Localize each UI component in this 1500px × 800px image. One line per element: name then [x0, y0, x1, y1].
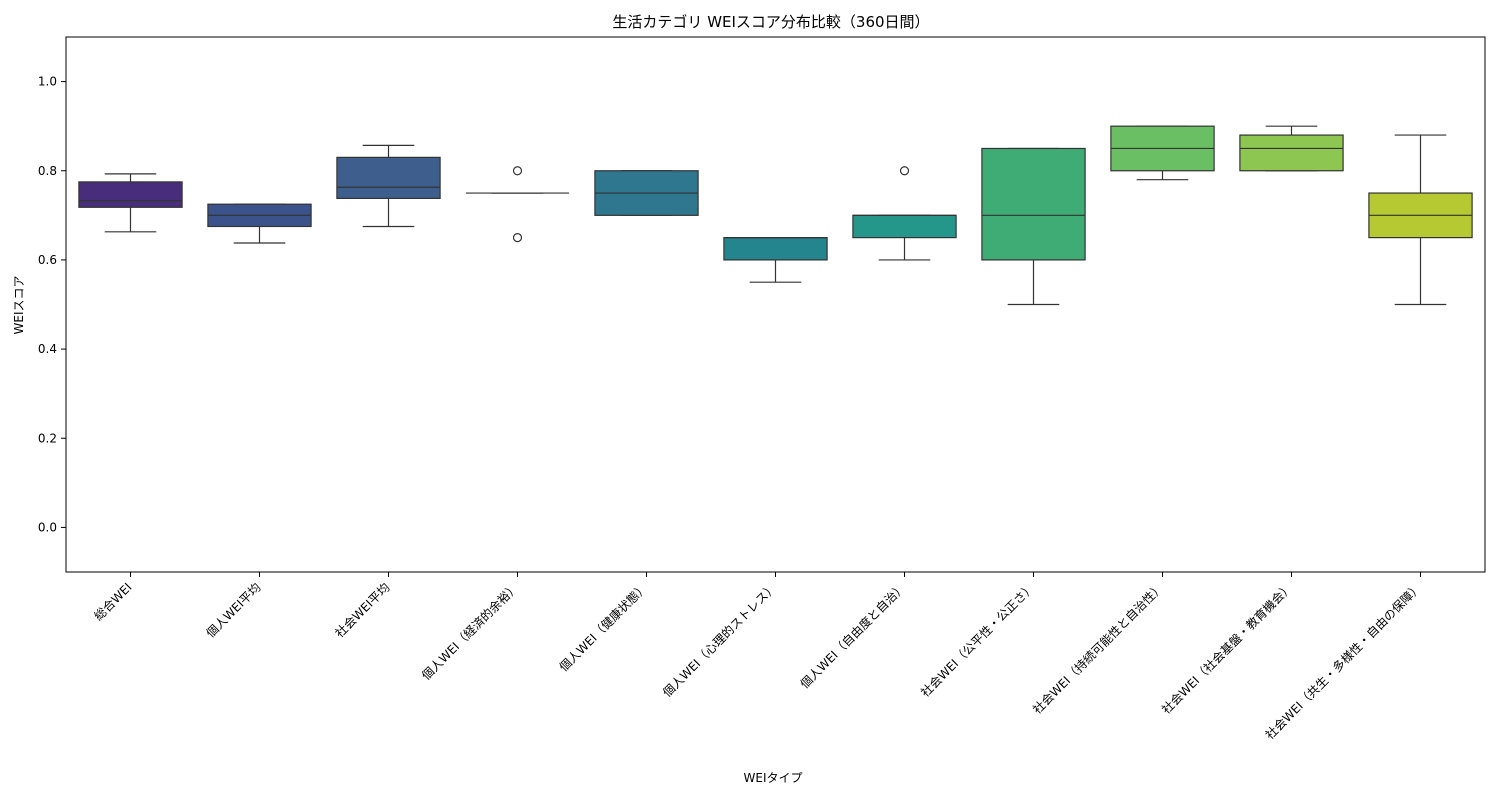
box-group: [465, 166, 570, 243]
y-tick-label: 1.0: [38, 75, 57, 89]
outlier-point: [512, 233, 523, 243]
outlier-point: [512, 166, 523, 176]
x-tick-label: 社会WEI（公平性・公正さ）: [917, 580, 1037, 700]
y-tick-label: 0.6: [38, 253, 57, 267]
box-group: [981, 147, 1086, 306]
x-axis: 総合WEI 個人WEI平均 社会WEI平均 個人WEI（経済的余裕） 個人WEI（健康状…: [91, 572, 1425, 742]
box-group: [336, 144, 441, 228]
iqr-box: [336, 156, 441, 199]
x-tick-label: 社会WEI平均: [332, 580, 393, 641]
y-axis-label: WEIスコア: [12, 276, 26, 335]
x-tick-label: 個人WEI（心理的ストレス）: [659, 580, 779, 700]
y-tick-label: 0.0: [38, 520, 57, 534]
x-tick-label: 個人WEI（自由度と自治）: [797, 580, 909, 692]
box-group: [723, 237, 828, 283]
chart-title: 生活カテゴリ WEIスコア分布比較（360日間）: [612, 13, 929, 31]
plot-area-frame: [65, 36, 1486, 573]
box-group: [852, 166, 957, 261]
y-tick-label: 0.2: [38, 431, 57, 445]
iqr-box: [723, 237, 828, 261]
iqr-box: [1239, 134, 1344, 172]
box-group: [207, 203, 312, 244]
y-axis: 0.0 0.2 0.4 0.6 0.8 1.0: [38, 75, 66, 534]
boxes-layer: [78, 125, 1473, 306]
x-tick-label: 個人WEI（経済的余裕）: [418, 580, 521, 683]
x-tick-label: 個人WEI（健康状態）: [556, 580, 651, 675]
x-tick-label: 総合WEI: [91, 580, 135, 624]
y-tick-label: 0.4: [38, 342, 57, 356]
box-group: [78, 173, 183, 233]
iqr-box: [981, 147, 1086, 261]
x-tick-label: 社会WEI（持続可能性と自治性）: [1029, 580, 1166, 717]
iqr-box: [852, 214, 957, 239]
x-tick-label: 社会WEI（社会基盤・教育機会）: [1158, 580, 1295, 717]
box-group: [1110, 125, 1215, 181]
box-group: [1239, 125, 1344, 172]
x-tick-label: 個人WEI平均: [204, 580, 264, 640]
box-group: [594, 170, 699, 216]
x-axis-label: WEIタイプ: [744, 771, 803, 785]
outlier-point: [899, 166, 910, 176]
x-tick-label: 社会WEI（共生・多様性・自由の保障）: [1262, 580, 1425, 743]
y-tick-label: 0.8: [38, 164, 57, 178]
box-group: [1368, 134, 1473, 306]
iqr-box: [78, 181, 183, 208]
